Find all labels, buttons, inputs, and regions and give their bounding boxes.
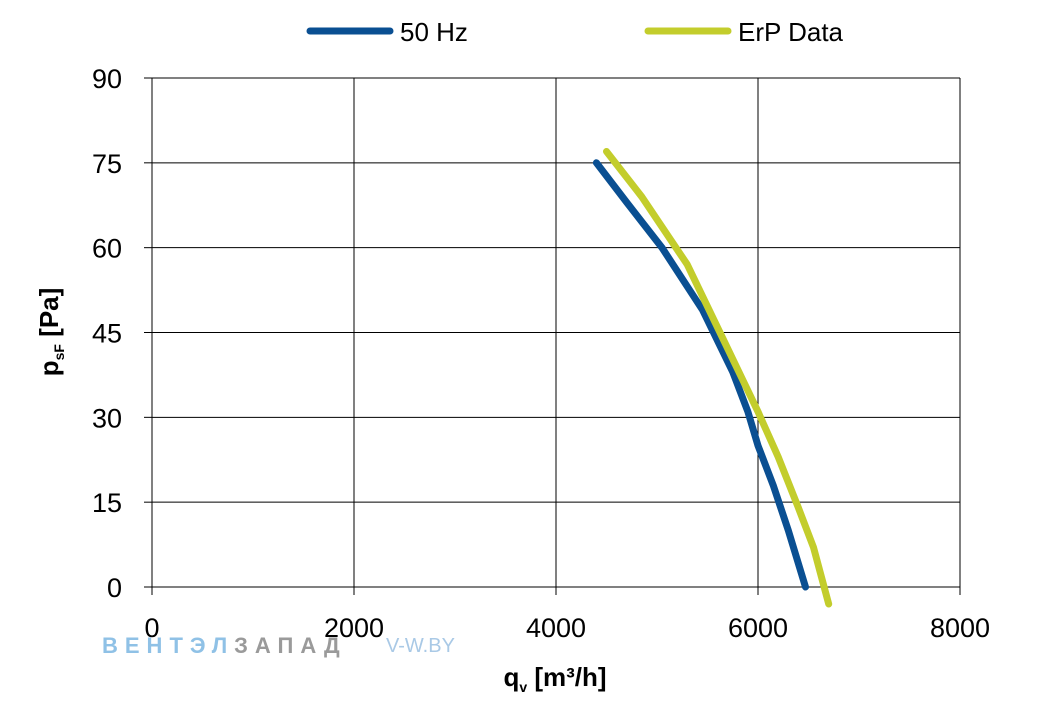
y-tick-label: 0 [107, 573, 122, 603]
watermark-part2: ЗАПАД [234, 633, 347, 658]
svg-text:ВЕНТЭЛЗАПАД: ВЕНТЭЛЗАПАД [102, 633, 347, 658]
series-lines [592, 148, 833, 608]
y-axis-label-unit: [Pa] [34, 288, 64, 344]
grid [144, 77, 961, 595]
y-axis-label-main: p [34, 360, 64, 376]
legend: 50 Hz ErP Data [306, 17, 844, 47]
svg-text:psF [Pa]: psF [Pa] [34, 288, 67, 377]
x-axis-label-main: q [503, 662, 519, 692]
x-axis-label-sub: v [519, 679, 527, 695]
y-tick-labels: 0 15 30 45 60 75 90 [92, 64, 122, 603]
x-axis-label: qv [m³/h] [503, 662, 606, 695]
series-line-50hz [592, 159, 809, 591]
y-tick-label: 45 [92, 319, 122, 349]
legend-label-erp: ErP Data [738, 17, 844, 47]
y-tick-label: 30 [92, 403, 122, 433]
legend-label-50hz: 50 Hz [400, 17, 468, 47]
watermark: ВЕНТЭЛЗАПАД V-W.BY [102, 633, 455, 658]
x-tick-label: 2000 [324, 613, 384, 643]
x-tick-label: 4000 [526, 613, 586, 643]
y-axis-label: psF [Pa] [34, 288, 67, 377]
y-tick-label: 60 [92, 234, 122, 264]
series-line-erp [603, 148, 833, 608]
x-tick-label: 6000 [728, 613, 788, 643]
watermark-site: V-W.BY [386, 635, 455, 657]
y-tick-label: 90 [92, 64, 122, 94]
x-tick-labels: 0 2000 4000 6000 8000 [144, 613, 990, 643]
y-tick-label: 15 [92, 488, 122, 518]
x-tick-label: 0 [144, 613, 159, 643]
y-tick-label: 75 [92, 149, 122, 179]
y-axis-label-sub: sF [51, 344, 67, 361]
watermark-part1: ВЕНТЭЛ [102, 633, 234, 658]
x-axis-label-unit: [m³/h] [527, 662, 606, 692]
x-tick-label: 8000 [930, 613, 990, 643]
